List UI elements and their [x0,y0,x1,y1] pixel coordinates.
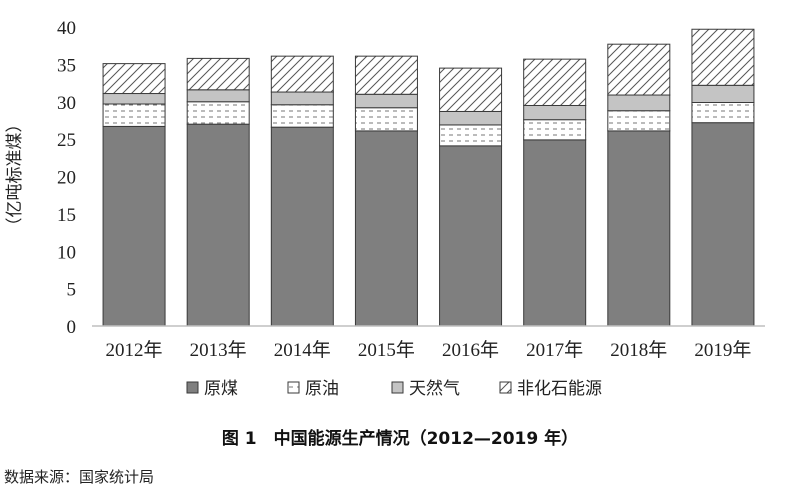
y-tick-label: 5 [67,280,77,301]
y-tick-label: 15 [57,205,76,226]
bar-segment-原油 [354,107,418,132]
legend-entry: 天然气 [409,379,460,399]
bar-segment-原煤 [270,126,334,327]
x-tick-label: 2012年 [106,339,163,361]
bar-segment-原油 [102,103,166,127]
bar-segment-天然气 [354,93,418,109]
bar-segment-原油 [607,110,671,132]
bar-segment-原煤 [607,130,671,327]
data-source: 数据来源：国家统计局 [4,468,155,486]
y-tick-label: 0 [67,317,77,338]
bar-segment-非化石能源 [102,63,166,95]
y-tick-label: 40 [57,18,76,39]
y-axis-label: （亿吨标准煤） [5,116,25,235]
x-tick-label: 2019年 [694,339,751,361]
bar-segment-非化石能源 [691,28,755,86]
bar-segment-天然气 [186,89,250,103]
y-tick-label: 20 [57,168,76,189]
legend-entry: 非化石能源 [517,379,602,399]
y-tick-label: 35 [57,55,76,76]
bar-segment-原煤 [186,123,250,327]
bar-segment-非化石能源 [607,43,671,96]
legend-swatch [186,381,199,394]
x-tick-label: 2013年 [190,339,247,361]
bar-segment-天然气 [607,94,671,112]
bar-segment-非化石能源 [439,67,503,112]
bar-segment-天然气 [102,93,166,105]
legend-entry: 原油 [305,379,339,399]
y-axis: 0 5 10 15 20 25 30 35 40 [57,18,76,338]
bar-segment-非化石能源 [354,55,418,95]
bar-segment-天然气 [523,104,587,121]
bar-segment-原油 [691,101,755,124]
bar-segment-原煤 [354,130,418,327]
bar-segment-原油 [523,119,587,141]
bar-segment-天然气 [691,84,755,103]
legend-swatch [391,381,404,394]
bar-segment-原油 [439,124,503,147]
bar-segment-原煤 [102,125,166,327]
x-tick-label: 2016年 [442,339,499,361]
bar-segment-原煤 [691,122,755,327]
y-tick-label: 30 [57,93,76,114]
x-tick-label: 2014年 [274,339,331,361]
bar-segment-原煤 [439,145,503,327]
x-tick-label: 2015年 [358,339,415,361]
legend-entry: 原煤 [204,379,238,399]
bar-segment-非化石能源 [270,55,334,93]
bar-segment-原油 [186,101,250,125]
y-tick-label: 10 [57,242,76,263]
bar-segment-非化石能源 [186,57,250,91]
x-tick-label: 2018年 [610,339,667,361]
legend-swatch [499,381,512,394]
y-tick-label: 25 [57,130,76,151]
bars-group [102,28,755,327]
legend: 原煤 原油 天然气 非化石能源 [186,379,602,399]
bar-segment-原油 [270,104,334,128]
bar-segment-天然气 [439,110,503,126]
bar-segment-天然气 [270,91,334,106]
figure-caption: 图 1 中国能源生产情况（2012—2019 年） [221,429,579,449]
x-axis: 2012年 2013年 2014年 2015年 2016年 2017年 2018年 2019年 [92,325,765,361]
legend-swatch [287,381,300,394]
bar-segment-原煤 [523,139,587,327]
bar-segment-非化石能源 [523,58,587,106]
x-tick-label: 2017年 [526,339,583,361]
